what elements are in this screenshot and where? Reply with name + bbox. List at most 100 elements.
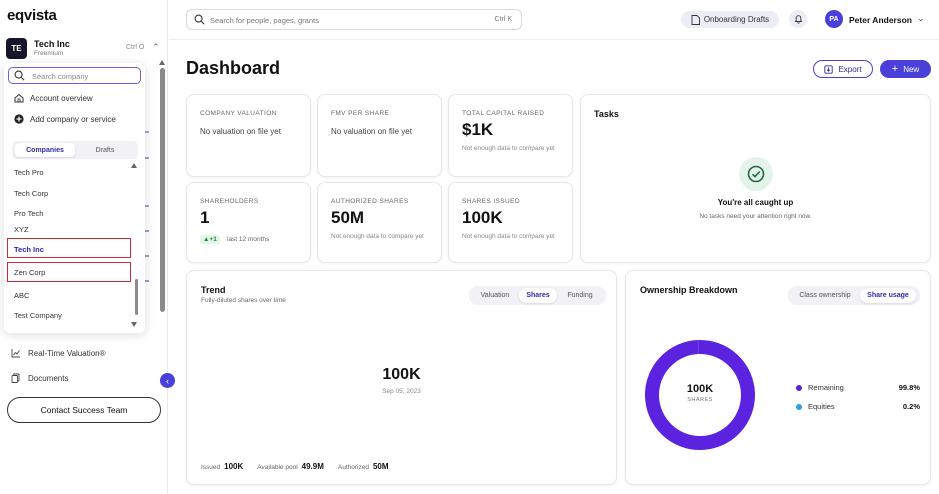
home-icon <box>14 93 24 103</box>
global-search-input[interactable]: Search for people, pages, grants Ctrl K <box>186 9 522 30</box>
export-icon <box>824 64 834 74</box>
collapse-sidebar-button[interactable]: ‹ <box>160 373 175 388</box>
account-overview-item[interactable]: Account overview <box>14 93 93 103</box>
onboarding-drafts-label: Onboarding Drafts <box>703 15 770 24</box>
chevron-left-icon: ‹ <box>166 375 169 386</box>
sidebar-item-label: Real-Time Valuation® <box>28 348 106 358</box>
tasks-title: Tasks <box>594 109 619 119</box>
contact-success-team-button[interactable]: Contact Success Team <box>7 397 161 423</box>
search-icon <box>14 70 25 81</box>
donut-center-unit: SHARES <box>687 397 713 403</box>
sidebar-item-documents[interactable]: Documents <box>11 373 68 383</box>
tab-class-ownership[interactable]: Class ownership <box>799 292 851 299</box>
list-scroll-down-arrow[interactable] <box>131 322 137 327</box>
legend-equities: Equities 0.2% <box>796 402 920 411</box>
company-item-test-company[interactable]: Test Company <box>14 311 62 320</box>
onboarding-drafts-button[interactable]: Onboarding Drafts <box>681 11 779 28</box>
legend-remaining: Remaining 99.8% <box>796 383 920 392</box>
shares-issued-card[interactable]: SHARES ISSUED 100K Not enough data to co… <box>448 182 573 263</box>
trend-subtitle: Fully-diluted shares over time <box>201 297 286 304</box>
chevron-down-icon[interactable]: ⌄ <box>917 13 925 23</box>
trend-tabs: Valuation Shares Funding <box>469 286 606 305</box>
donut-slice-remaining <box>645 340 755 450</box>
metric-label: COMPANY VALUATION <box>200 110 277 117</box>
metric-label: SHAREHOLDERS <box>200 198 259 205</box>
search-icon <box>194 14 205 25</box>
add-company-label: Add company or service <box>30 114 116 124</box>
company-item-tech-inc[interactable]: Tech Inc <box>14 245 44 254</box>
documents-icon <box>11 373 20 383</box>
check-circle-icon <box>739 157 773 191</box>
company-avatar: TE <box>6 38 27 59</box>
tasks-card: Tasks You're all caught up No tasks need… <box>580 94 931 263</box>
document-icon <box>691 14 700 25</box>
company-item-tech-corp[interactable]: Tech Corp <box>14 189 49 198</box>
global-search-placeholder: Search for people, pages, grants <box>210 16 319 25</box>
trend-title: Trend <box>201 285 226 295</box>
company-list-scrollbar[interactable] <box>135 279 138 315</box>
hidden-nav-marker <box>143 205 149 207</box>
footer-issued: Issued 100K <box>201 462 244 471</box>
trend-footer: Issued 100K Available pool 49.9M Authorize… <box>201 462 389 471</box>
donut-center: 100K SHARES <box>644 383 756 403</box>
page-title: Dashboard <box>186 58 281 78</box>
account-overview-label: Account overview <box>30 93 93 103</box>
legend-pct: 99.8% <box>898 383 920 392</box>
ownership-donut-chart <box>645 340 755 450</box>
highlight-box <box>7 262 131 282</box>
hidden-nav-marker <box>143 255 149 257</box>
export-label: Export <box>838 64 862 74</box>
company-item-xyz[interactable]: XYZ <box>14 225 29 234</box>
trend-card: Trend Fully-diluted shares over time Val… <box>186 270 617 485</box>
sidebar-item-real-time-valuation[interactable]: Real-Time Valuation® <box>11 348 105 358</box>
new-button[interactable]: + New <box>880 60 931 78</box>
list-scroll-up-arrow[interactable] <box>131 163 137 168</box>
company-valuation-card[interactable]: COMPANY VALUATION No valuation on file y… <box>186 94 311 177</box>
metric-label: TOTAL CAPITAL RAISED <box>462 110 545 117</box>
tab-share-usage[interactable]: Share usage <box>860 288 916 303</box>
user-name[interactable]: Peter Anderson <box>849 15 912 25</box>
hidden-nav-marker <box>143 157 149 159</box>
hidden-nav-marker <box>143 230 149 232</box>
tab-valuation[interactable]: Valuation <box>480 292 510 299</box>
sidebar-scroll-up-arrow[interactable] <box>159 60 165 65</box>
company-item-abc[interactable]: ABC <box>14 291 30 300</box>
hidden-nav-marker <box>143 131 149 133</box>
tab-companies[interactable]: Companies <box>15 143 75 157</box>
metric-value: $1K <box>462 120 494 139</box>
metric-label: AUTHORIZED SHARES <box>331 198 409 205</box>
company-dropdown: Search company Account overview Add comp… <box>4 63 145 333</box>
hidden-nav-marker <box>143 280 149 282</box>
fmv-per-share-card[interactable]: FMV PER SHARE No valuation on file yet <box>317 94 442 177</box>
metric-value: 1 <box>200 208 210 227</box>
plus-icon: + <box>891 62 899 75</box>
ownership-title: Ownership Breakdown <box>640 285 738 295</box>
export-button[interactable]: Export <box>813 60 873 78</box>
metric-value: No valuation on file yet <box>200 127 281 136</box>
company-shortcut: Ctrl O <box>126 44 145 51</box>
company-item-tech-pro[interactable]: Tech Pro <box>14 168 44 177</box>
metric-note: Not enough data to compare yet <box>331 233 424 240</box>
tab-funding[interactable]: Funding <box>567 292 593 299</box>
badge-note: last 12 months <box>227 236 270 243</box>
footer-authorized: Authorized 50M <box>337 462 389 471</box>
add-company-item[interactable]: Add company or service <box>14 114 116 124</box>
notifications-button[interactable] <box>789 10 807 28</box>
authorized-shares-card[interactable]: AUTHORIZED SHARES 50M Not enough data to… <box>317 182 442 263</box>
company-item-pro-tech[interactable]: Pro Tech <box>14 209 44 218</box>
metric-label: FMV PER SHARE <box>331 110 390 117</box>
app-logo[interactable]: eqvista <box>7 7 57 24</box>
sidebar-scrollbar[interactable] <box>160 68 165 312</box>
tab-drafts[interactable]: Drafts <box>95 146 115 154</box>
total-capital-raised-card[interactable]: TOTAL CAPITAL RAISED $1K Not enough data… <box>448 94 573 177</box>
company-switcher[interactable]: TE Tech Inc Freemium Ctrl O ⌃ <box>6 36 162 60</box>
shareholders-card[interactable]: SHAREHOLDERS 1 ▲+1 last 12 months <box>186 182 311 263</box>
ownership-tabs: Class ownership Share usage <box>788 286 920 305</box>
user-avatar[interactable]: PA <box>825 10 843 28</box>
tab-shares[interactable]: Shares <box>519 288 557 303</box>
company-search-input[interactable]: Search company <box>8 67 141 84</box>
top-bar: Search for people, pages, grants Ctrl K … <box>169 0 939 40</box>
company-item-zen-corp[interactable]: Zen Corp <box>14 268 46 277</box>
footer-available-pool: Available pool 49.9M <box>257 462 324 471</box>
chart-line-icon <box>11 349 20 358</box>
